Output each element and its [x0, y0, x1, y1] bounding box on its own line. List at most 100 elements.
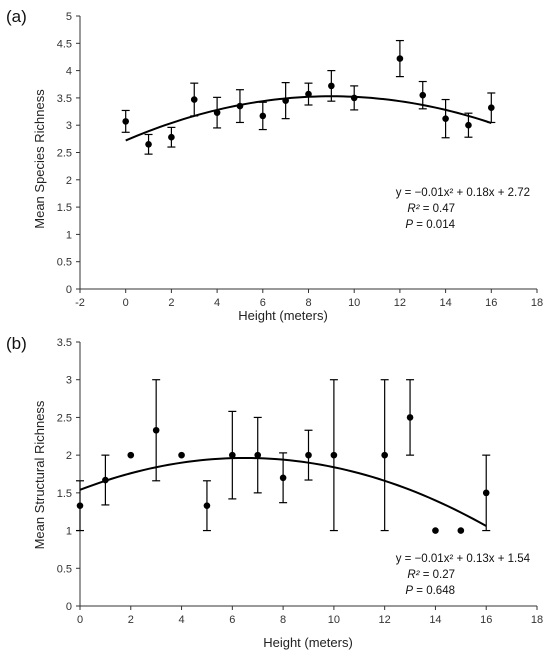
panel-a-r2-label: R²	[407, 203, 420, 215]
panel-b-p-number: = 0.648	[416, 585, 455, 597]
data-point	[457, 527, 465, 534]
data-point	[203, 502, 211, 509]
panel-a-x-axis-title: Height (meters)	[238, 308, 328, 323]
data-point	[152, 426, 160, 434]
panel-a-points	[122, 55, 495, 148]
panel-b-points	[76, 414, 490, 534]
panel-b-p-label: P	[405, 585, 413, 597]
x-tick-label: 2	[128, 614, 134, 626]
data-point	[168, 133, 175, 141]
data-point	[254, 451, 262, 459]
panel-b-label: (b)	[6, 334, 27, 353]
panel-a-y-axis-title: Mean Species Richness	[32, 89, 47, 229]
y-tick-label: 3.5	[57, 93, 72, 105]
data-point	[406, 414, 414, 421]
x-tick-label: 0	[123, 297, 129, 309]
panel-a-r2-value: = 0.47	[423, 203, 455, 215]
y-tick-label: 3.5	[57, 337, 72, 349]
x-tick-label: 18	[531, 297, 543, 309]
panel-a-equation: y = −0.01x² + 0.18x + 2.72	[396, 187, 530, 199]
x-tick-label: 14	[429, 614, 441, 626]
x-tick-label: 10	[328, 614, 340, 626]
panel-b-y-axis-title: Mean Structural Richness	[32, 400, 47, 549]
data-point	[305, 451, 312, 459]
panel-b-error-bars	[76, 379, 491, 532]
panel-b-x-ticks: 0 2 4 6 8 10 12 14 16 18	[77, 606, 543, 626]
y-tick-label: 1	[66, 526, 72, 538]
data-point	[102, 476, 109, 484]
x-tick-label: 12	[394, 297, 406, 309]
data-point	[465, 121, 472, 129]
y-tick-label: 1.5	[57, 488, 72, 500]
y-tick-label: 3	[66, 375, 72, 387]
x-tick-label: -2	[75, 297, 85, 309]
data-point	[122, 118, 129, 125]
panel-b-r-squared: R² = 0.27	[407, 569, 455, 581]
data-point	[381, 451, 388, 459]
data-point	[229, 451, 236, 459]
data-point	[328, 82, 335, 90]
data-point	[279, 474, 287, 482]
data-point	[145, 141, 152, 148]
panel-b-y-ticks: 0 0.5 1 1.5 2 2.5 3 3.5	[57, 337, 80, 613]
panel-b-x-axis-title: Height (meters)	[263, 635, 353, 650]
y-tick-label: 2.5	[57, 412, 72, 424]
panel-a-p-value: P = 0.014	[405, 219, 455, 231]
y-tick-label: 1	[66, 229, 72, 241]
data-point	[213, 109, 221, 116]
x-tick-label: 10	[348, 297, 360, 309]
data-point	[432, 527, 439, 534]
panel-b-r2-label: R²	[407, 569, 420, 581]
x-tick-label: 8	[280, 614, 286, 626]
data-point	[396, 55, 404, 62]
data-point	[282, 97, 289, 104]
data-point	[236, 102, 244, 110]
x-tick-label: 0	[77, 614, 83, 626]
y-tick-label: 0	[66, 284, 72, 296]
data-point	[76, 502, 84, 509]
panel-a-p-label: P	[405, 219, 413, 231]
y-tick-label: 2	[66, 175, 72, 187]
panel-a-r-squared: R² = 0.47	[407, 203, 455, 215]
y-tick-label: 2.5	[57, 148, 72, 160]
y-tick-label: 1.5	[57, 202, 72, 214]
panel-b-p-value: P = 0.648	[405, 585, 455, 597]
data-point	[482, 489, 490, 497]
y-tick-label: 3	[66, 120, 72, 132]
panel-a-y-ticks: 0 0.5 1 1.5 2 2.5 3 3.5 4 4.5 5	[57, 11, 80, 296]
data-point	[350, 94, 358, 102]
x-tick-label: 2	[168, 297, 174, 309]
data-point	[488, 104, 495, 112]
y-tick-label: 4	[66, 66, 72, 78]
data-point	[127, 451, 135, 459]
y-tick-label: 0.5	[57, 563, 72, 575]
y-tick-label: 0	[66, 601, 72, 613]
x-tick-label: 6	[229, 614, 235, 626]
y-tick-label: 4.5	[57, 38, 72, 50]
x-tick-label: 4	[214, 297, 220, 309]
data-point	[305, 90, 312, 98]
x-tick-label: 18	[531, 614, 543, 626]
data-point	[419, 91, 427, 99]
data-point	[442, 115, 449, 122]
x-tick-label: 16	[485, 297, 497, 309]
panel-b: (b) 0 0.5 1 1.5 2 2.5 3 3.5 0 2 4 6 8 10 12 14 16 18 Hei…	[6, 334, 543, 650]
data-point	[190, 96, 198, 103]
data-point	[178, 451, 185, 459]
x-tick-label: 12	[379, 614, 391, 626]
y-tick-label: 0.5	[57, 257, 72, 269]
y-tick-label: 5	[66, 11, 72, 23]
data-point	[259, 112, 267, 120]
x-tick-label: 14	[439, 297, 451, 309]
panel-a-label: (a)	[6, 7, 27, 26]
x-tick-label: 16	[480, 614, 492, 626]
panel-a: (a) 00.511.522.533.544.55 -2 0 2 4 6 8 10 12 14 1…	[6, 7, 543, 323]
y-tick-label: 2	[66, 450, 72, 462]
data-point	[330, 451, 338, 459]
panel-a-p-number: = 0.014	[416, 219, 455, 231]
x-tick-label: 6	[260, 297, 266, 309]
panel-b-equation: y = −0.01x² + 0.13x + 1.54	[396, 553, 531, 565]
panel-b-r2-value: = 0.27	[423, 569, 455, 581]
x-tick-label: 8	[305, 297, 311, 309]
